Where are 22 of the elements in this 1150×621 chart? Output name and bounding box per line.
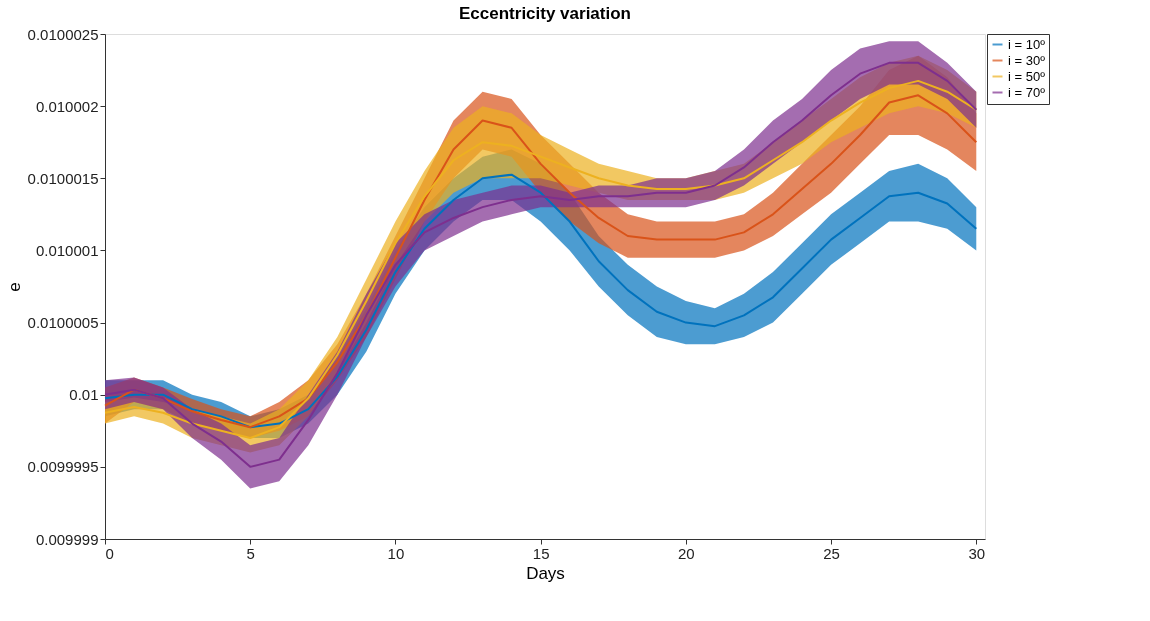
y-tick-label: 0.010001 — [35, 241, 99, 259]
x-tick-label: 5 — [246, 544, 255, 562]
x-tick-label: 20 — [678, 544, 695, 562]
y-tick-label: 0.0100005 — [27, 314, 99, 332]
y-tick-label: 0.010002 — [35, 97, 99, 115]
legend-label: i = 10º — [1008, 36, 1046, 52]
y-tick-label: 0.0100025 — [27, 25, 99, 43]
legend-label: i = 70º — [1008, 84, 1046, 100]
y-axis-title: e — [4, 282, 24, 292]
x-tick-label: 30 — [968, 544, 986, 562]
x-tick-label: 15 — [532, 544, 550, 562]
chart-title: Eccentricity variation — [459, 4, 631, 23]
legend-label: i = 50º — [1008, 68, 1046, 84]
x-tick-label: 25 — [823, 544, 840, 562]
y-tick-label: 0.009999 — [35, 530, 99, 548]
x-tick-label: 0 — [105, 544, 114, 562]
y-tick-label: 0.0100015 — [27, 169, 99, 187]
x-axis-title: Days — [526, 563, 565, 583]
legend-label: i = 30º — [1008, 52, 1046, 68]
y-tick-label: 0.0099995 — [27, 458, 99, 476]
y-tick-label: 0.01 — [69, 386, 99, 404]
x-tick-label: 10 — [387, 544, 405, 562]
